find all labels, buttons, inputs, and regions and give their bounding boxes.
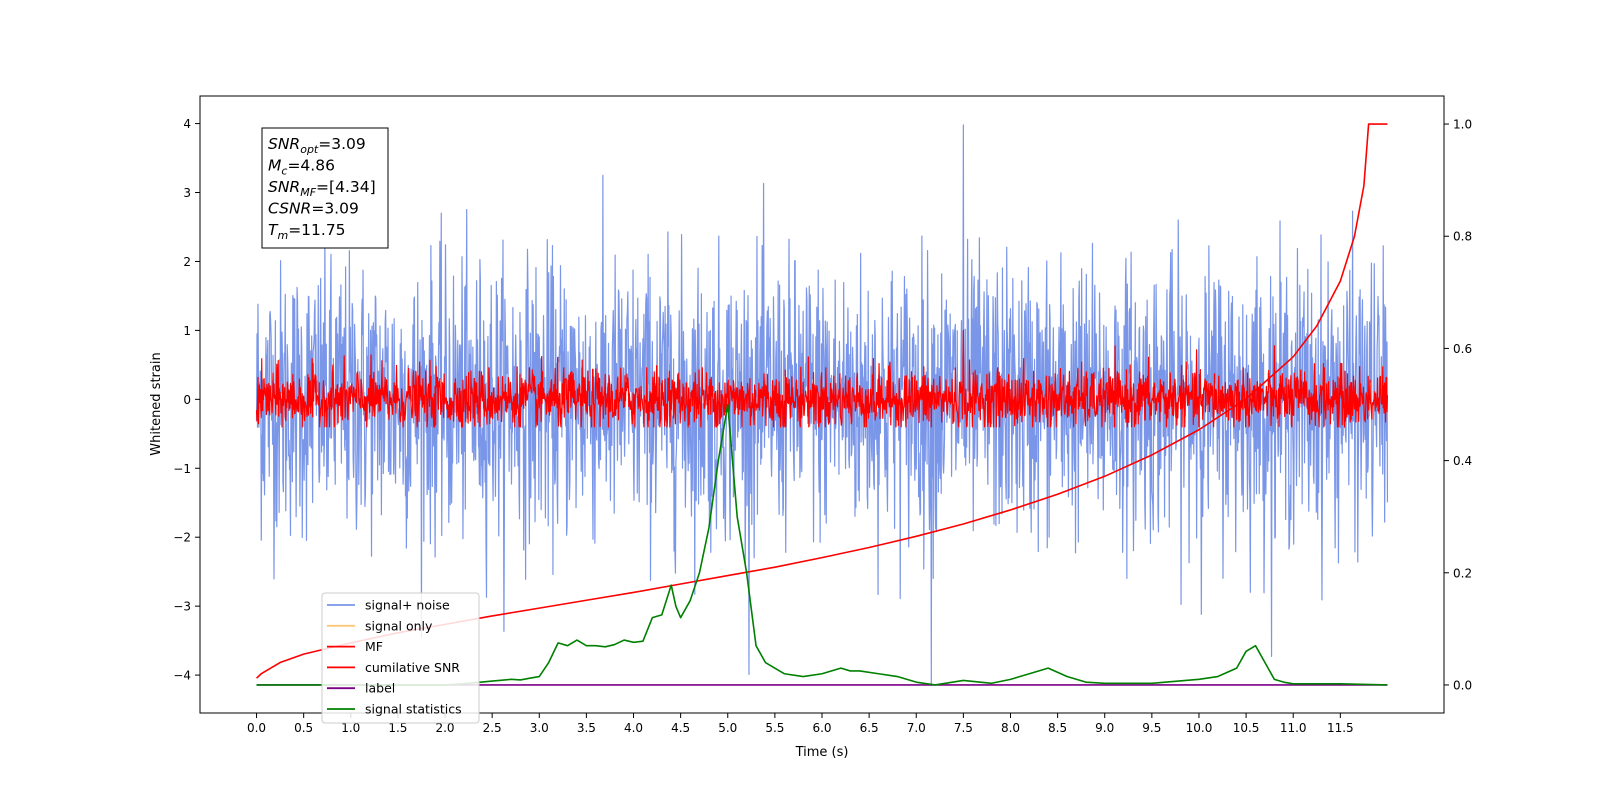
y-tick-label: −2 xyxy=(173,531,191,545)
y-right-tick-label: 1.0 xyxy=(1453,118,1472,132)
y-right-tick-label: 0.8 xyxy=(1453,230,1472,244)
x-tick-label: 3.5 xyxy=(577,721,596,735)
y-tick-label: −3 xyxy=(173,600,191,614)
y-tick-label: 3 xyxy=(183,186,191,200)
legend-frame xyxy=(321,592,480,724)
y-tick-label: 2 xyxy=(183,255,191,269)
x-axis: 0.0 0.5 1.0 1.5 2.0 2.5 3.0 3.5 4.0 4.5 5.0 5.5 6.0 6… xyxy=(247,713,1354,735)
x-tick-label: 7.5 xyxy=(954,721,973,735)
x-tick-label: 0.5 xyxy=(294,721,313,735)
y-tick-label: 4 xyxy=(183,117,191,131)
annotation-var: SNR xyxy=(268,178,300,196)
x-tick-label: 10.5 xyxy=(1233,721,1260,735)
x-tick-label: 5.0 xyxy=(718,721,737,735)
legend-entry: signal statistics xyxy=(365,702,462,717)
x-tick-label: 4.0 xyxy=(624,721,643,735)
annotation-var: M xyxy=(268,157,281,175)
x-tick-label: 8.0 xyxy=(1001,721,1020,735)
series-line-signal-statistics xyxy=(256,403,1388,686)
annotation-value: =3.09 xyxy=(318,135,366,153)
legend-entry: signal only xyxy=(365,618,433,633)
annotation-value: =11.75 xyxy=(288,221,345,239)
annotation-sub: m xyxy=(277,229,288,242)
x-tick-label: 7.0 xyxy=(907,721,926,735)
annotation-line: CSNR=3.09 xyxy=(268,200,359,218)
x-tick-label: 11.5 xyxy=(1327,721,1354,735)
y-right-tick-label: 0.4 xyxy=(1453,454,1472,468)
annotation-sub: opt xyxy=(300,143,319,156)
x-tick-label: 9.0 xyxy=(1095,721,1114,735)
x-tick-label: 3.0 xyxy=(530,721,549,735)
annotation-line: SNRMF=[4.34] xyxy=(268,178,376,199)
y-axis-label: Whitened strain xyxy=(149,352,164,455)
annotation-box: SNRopt=3.09Mc=4.86SNRMF=[4.34]CSNR=3.09T… xyxy=(261,127,389,249)
x-tick-label: 9.5 xyxy=(1142,721,1161,735)
annotation-value: =[4.34] xyxy=(316,178,376,196)
y-axis-left: 4 3 2 1 0 −1 −2 −3 −4 xyxy=(173,117,200,683)
annotation-var: SNR xyxy=(268,135,300,153)
annotation-line: Mc=4.86 xyxy=(268,157,335,178)
y-right-tick-label: 0.0 xyxy=(1453,678,1472,692)
x-tick-label: 2.5 xyxy=(483,721,502,735)
x-tick-label: 1.0 xyxy=(341,721,360,735)
x-tick-label: 6.5 xyxy=(860,721,879,735)
x-tick-label: 2.0 xyxy=(435,721,454,735)
y-tick-label: 1 xyxy=(183,324,191,338)
annotation-var: T xyxy=(268,221,279,239)
annotation-line: Tm=11.75 xyxy=(268,221,346,242)
legend: signal+ noise signal only MF cumilative SNR… xyxy=(321,592,480,724)
x-tick-label: 1.5 xyxy=(388,721,407,735)
y-tick-label: −1 xyxy=(173,462,191,476)
legend-entry: signal+ noise xyxy=(365,598,450,613)
annotation-line: SNRopt=3.09 xyxy=(268,135,366,156)
x-tick-label: 8.5 xyxy=(1048,721,1067,735)
x-tick-label: 6.0 xyxy=(812,721,831,735)
y-axis-right: 1.0 0.8 0.6 0.4 0.2 0.0 xyxy=(1444,118,1472,692)
x-tick-label: 4.5 xyxy=(671,721,690,735)
annotation-frame xyxy=(261,127,389,249)
x-tick-label: 10.0 xyxy=(1186,721,1213,735)
y-tick-label: 0 xyxy=(183,393,191,407)
annotation-sub: c xyxy=(281,165,287,178)
x-tick-label: 11.0 xyxy=(1280,721,1307,735)
series-line-mf xyxy=(255,329,1389,428)
y-tick-label: −4 xyxy=(173,669,191,683)
x-tick-label: 0.0 xyxy=(247,721,266,735)
legend-entry: label xyxy=(365,681,395,696)
annotation-value: =4.86 xyxy=(287,157,335,175)
y-right-tick-label: 0.6 xyxy=(1453,342,1472,356)
legend-entry: MF xyxy=(365,639,383,654)
annotation-value: =3.09 xyxy=(311,200,359,218)
annotation-sub: MF xyxy=(300,186,316,199)
x-axis-label: Time (s) xyxy=(795,745,849,760)
y-right-tick-label: 0.2 xyxy=(1453,566,1472,580)
x-tick-label: 5.5 xyxy=(765,721,784,735)
legend-entry: cumilative SNR xyxy=(365,660,460,675)
annotation-var: CSNR xyxy=(268,200,311,218)
